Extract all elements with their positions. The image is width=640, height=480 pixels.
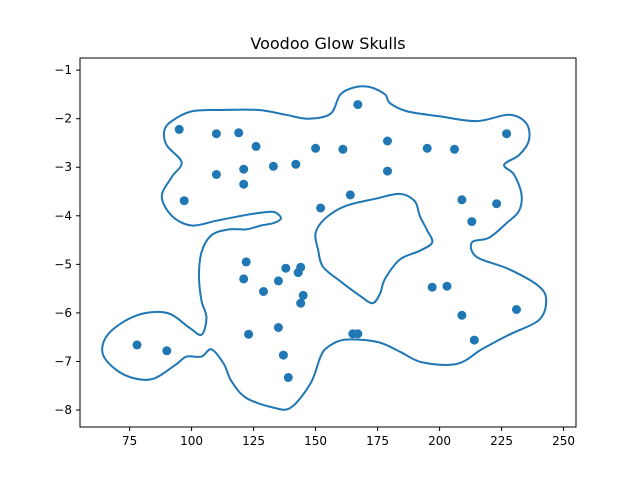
data-point	[311, 143, 321, 153]
data-point	[241, 257, 251, 267]
y-tick-label: −8	[54, 403, 72, 417]
data-point	[273, 323, 283, 332]
data-point	[179, 196, 189, 206]
data-point	[316, 203, 326, 213]
plot-frame	[79, 57, 577, 428]
axes-layer: 75 100 125 150 175 200 225 250 −1 −2 −3 −4 −5 −6 −7 −8	[54, 57, 577, 448]
data-point	[442, 281, 452, 291]
data-point	[457, 310, 467, 320]
data-point	[298, 290, 308, 300]
data-point	[291, 159, 301, 169]
data-point	[234, 128, 244, 138]
data-point	[259, 287, 268, 296]
data-point	[422, 143, 432, 153]
data-point	[293, 268, 303, 278]
data-point	[353, 100, 363, 110]
data-point	[278, 350, 288, 360]
data-point	[211, 129, 221, 139]
data-point	[244, 329, 254, 339]
data-point	[383, 166, 392, 176]
data-point	[338, 144, 348, 154]
x-tick-label: 250	[552, 434, 575, 448]
data-point	[296, 298, 306, 308]
x-tick-label: 175	[366, 434, 389, 448]
data-point	[345, 190, 355, 200]
data-point	[492, 199, 502, 209]
contour-inner-line	[314, 192, 434, 305]
x-tick-label: 150	[304, 434, 327, 448]
points-layer	[132, 100, 521, 382]
data-point	[469, 335, 479, 345]
data-point	[457, 195, 467, 205]
y-tick-label: −3	[54, 160, 72, 174]
data-point	[281, 263, 291, 273]
data-point	[467, 217, 477, 227]
y-tick-label: −7	[54, 354, 72, 368]
x-tick-label: 100	[180, 434, 203, 448]
y-tick-label: −5	[54, 257, 72, 271]
contour-outer-line	[101, 85, 548, 411]
data-point	[239, 179, 249, 189]
y-tick-label: −1	[54, 63, 72, 77]
x-tick-label: 225	[490, 434, 513, 448]
data-point	[268, 161, 278, 171]
data-point	[162, 346, 172, 356]
data-point	[239, 164, 249, 174]
data-point	[239, 274, 249, 284]
data-point	[353, 329, 363, 339]
data-point	[427, 282, 437, 292]
data-point	[174, 124, 184, 134]
data-point	[283, 373, 293, 382]
data-point	[211, 170, 221, 179]
data-point	[450, 144, 459, 154]
data-point	[251, 141, 261, 151]
chart-title: Voodoo Glow Skulls	[250, 34, 405, 53]
y-tick-label: −2	[54, 112, 72, 126]
x-tick-label: 200	[428, 434, 451, 448]
data-point	[273, 276, 283, 286]
data-point	[512, 305, 521, 314]
data-point	[383, 136, 392, 146]
contour-layer	[101, 85, 548, 411]
data-point	[502, 129, 512, 139]
y-tick-label: −4	[54, 209, 72, 223]
x-tick-label: 125	[242, 434, 265, 448]
y-tick-label: −6	[54, 306, 72, 320]
data-point	[132, 340, 142, 350]
x-tick-label: 75	[122, 434, 137, 448]
